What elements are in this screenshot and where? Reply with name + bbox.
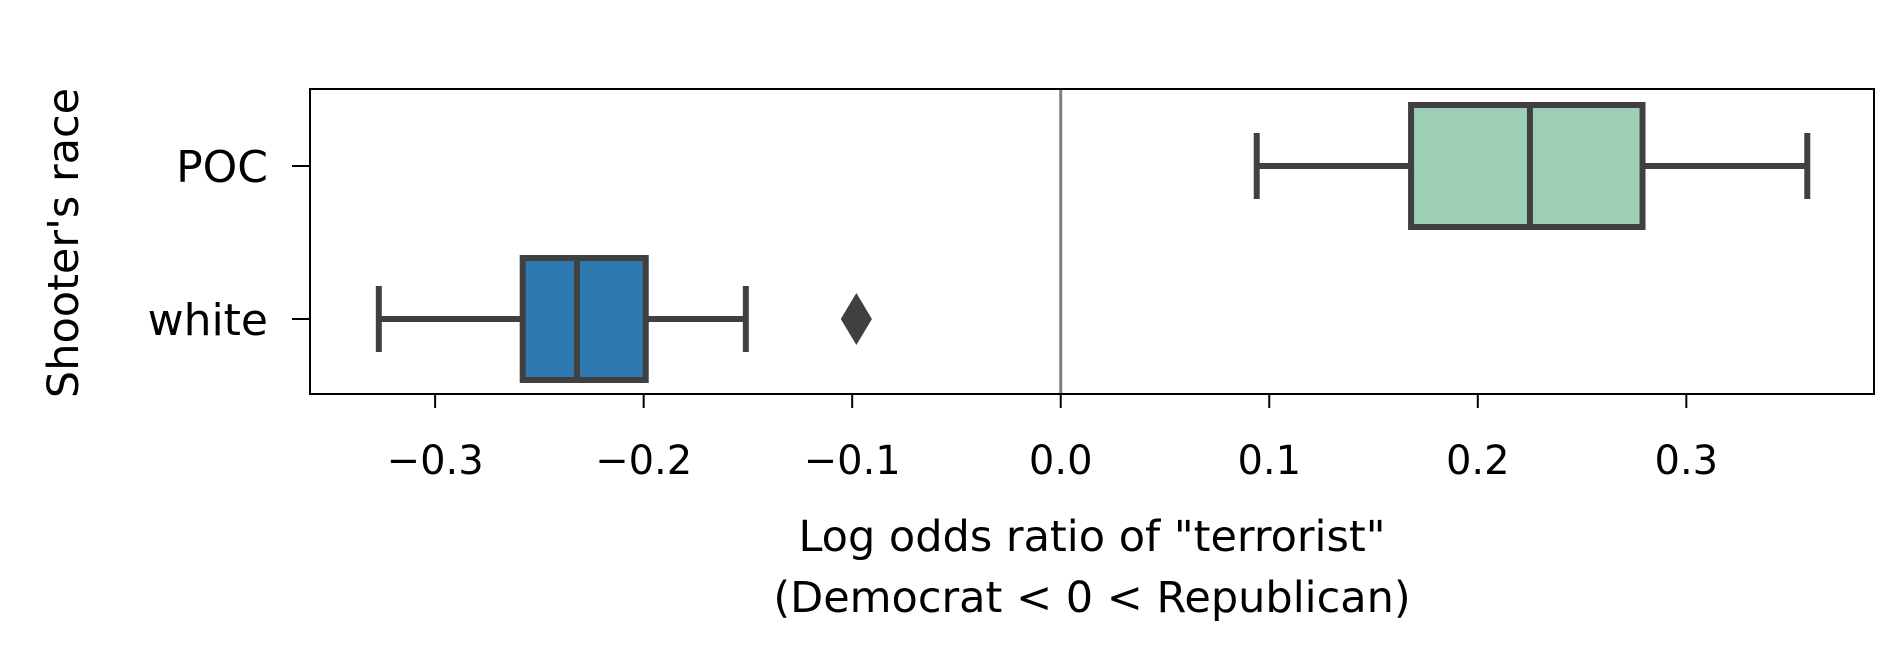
x-axis-label-line-1: Log odds ratio of "terrorist" bbox=[798, 512, 1385, 562]
x-tick-label: 0.1 bbox=[1237, 438, 1301, 484]
y-tick-label-poc: POC bbox=[176, 142, 268, 193]
x-tick-label: −0.2 bbox=[595, 438, 692, 484]
iqr-box-poc bbox=[1408, 102, 1646, 230]
box-white bbox=[375, 255, 872, 383]
y-tick-label-white: white bbox=[148, 295, 268, 346]
x-axis-label-line-2: (Democrat < 0 < Republican) bbox=[773, 573, 1410, 623]
iqr-box-white bbox=[519, 255, 649, 383]
x-axis-ticks: −0.3 −0.2 −0.1 0.0 0.1 0.2 0.3 bbox=[387, 394, 1719, 484]
x-tick-label: 0.2 bbox=[1446, 438, 1510, 484]
plot-frame bbox=[309, 88, 1875, 395]
y-axis-label: Shooter's race bbox=[39, 88, 89, 398]
x-tick-label: −0.1 bbox=[804, 438, 901, 484]
x-tick-label: −0.3 bbox=[387, 438, 484, 484]
y-axis-ticks: POC white bbox=[148, 142, 310, 346]
outlier-white-0 bbox=[840, 293, 872, 345]
box-poc bbox=[1253, 102, 1811, 230]
data-marks bbox=[375, 89, 1811, 394]
x-tick-label: 0.0 bbox=[1029, 438, 1093, 484]
x-tick-label: 0.3 bbox=[1655, 438, 1719, 484]
